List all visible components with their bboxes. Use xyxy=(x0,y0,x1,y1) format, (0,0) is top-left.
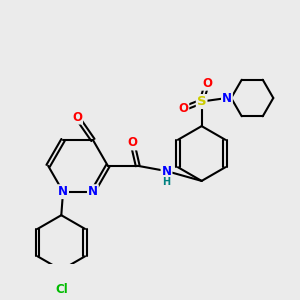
Text: N: N xyxy=(58,185,68,198)
Text: S: S xyxy=(197,95,206,108)
Text: H: H xyxy=(162,177,171,187)
Text: Cl: Cl xyxy=(55,283,68,296)
Text: N: N xyxy=(88,185,98,198)
Text: N: N xyxy=(222,92,232,104)
Text: N: N xyxy=(161,165,172,178)
Text: O: O xyxy=(128,136,137,149)
Text: O: O xyxy=(178,102,188,115)
Text: O: O xyxy=(202,77,212,90)
Text: O: O xyxy=(72,111,82,124)
